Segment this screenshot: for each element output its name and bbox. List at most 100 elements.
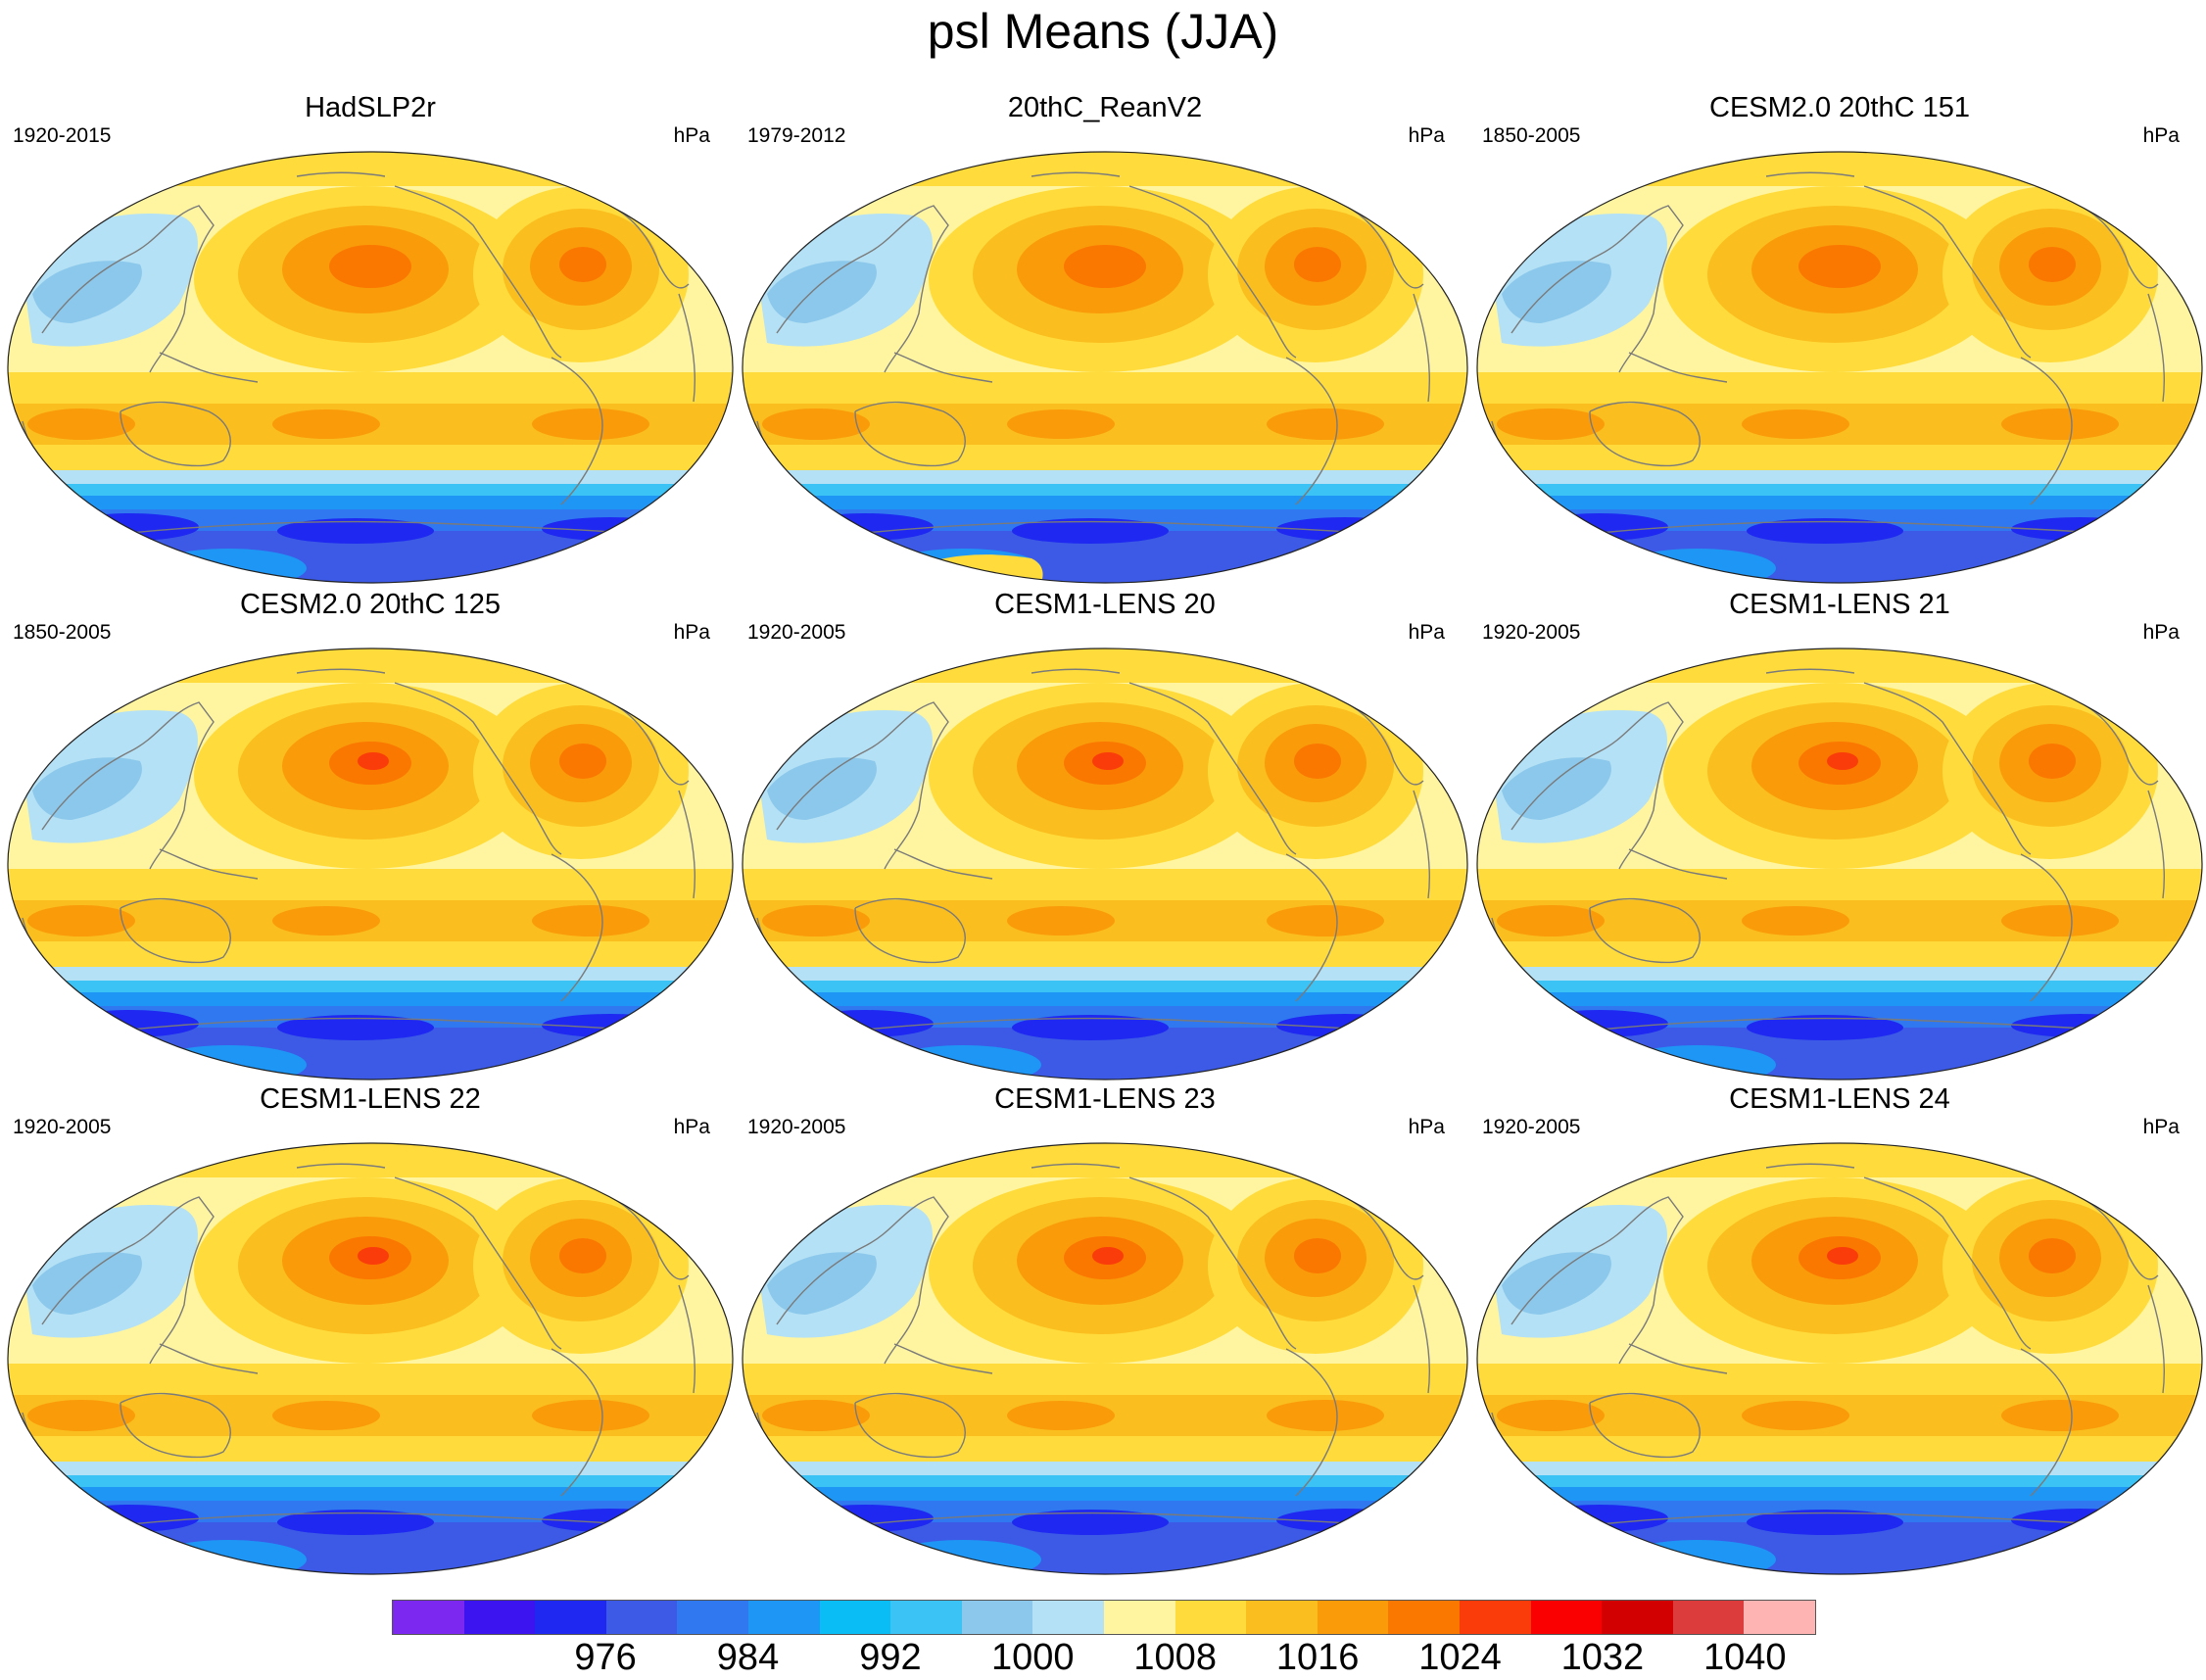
panel-title: CESM1-LENS 22 bbox=[260, 1083, 481, 1115]
coastline bbox=[1628, 848, 1728, 880]
map-field bbox=[8, 648, 733, 1080]
coastline bbox=[1863, 1176, 2032, 1350]
figure-title: psl Means (JJA) bbox=[927, 4, 1279, 59]
panel-years: 1920-2005 bbox=[747, 621, 846, 644]
map-panel: 20thC_ReanV2 1979-2012 hPa bbox=[738, 91, 1472, 600]
coastline bbox=[296, 668, 386, 674]
coastline bbox=[678, 1284, 696, 1394]
panel-title: CESM1-LENS 24 bbox=[1729, 1083, 1950, 1115]
asian-low-core bbox=[1502, 261, 1611, 323]
panel-units: hPa bbox=[1408, 1116, 1445, 1138]
coastline bbox=[159, 848, 259, 880]
panel-years: 1979-2012 bbox=[747, 124, 846, 147]
southern-high bbox=[2001, 905, 2119, 936]
asian-low-core bbox=[32, 757, 142, 820]
map-outline bbox=[7, 1142, 734, 1575]
coastline bbox=[1128, 1176, 1297, 1350]
southern-low bbox=[796, 513, 934, 541]
coastline bbox=[2147, 1284, 2166, 1394]
panel-units: hPa bbox=[1408, 621, 1445, 644]
ocean-band bbox=[8, 981, 733, 992]
colorbar-box bbox=[1672, 1601, 1745, 1634]
map-outline bbox=[1476, 151, 2203, 584]
southern-high bbox=[762, 1400, 870, 1431]
pacific-high-peak bbox=[1827, 1247, 1858, 1265]
coastline bbox=[1285, 853, 1338, 1002]
atlantic-high-center bbox=[1294, 1238, 1341, 1273]
panel-years: 1920-2005 bbox=[747, 1116, 846, 1138]
coastline bbox=[2020, 357, 2073, 505]
north-band bbox=[1477, 648, 2202, 683]
map-panel: CESM1-LENS 23 1920-2005 hPa bbox=[738, 1082, 1472, 1592]
ocean-band bbox=[743, 1487, 1467, 1501]
map-outline bbox=[742, 648, 1468, 1080]
panel-title: HadSLP2r bbox=[305, 92, 436, 123]
southern-high bbox=[1007, 906, 1115, 936]
coastline bbox=[2020, 853, 2073, 1002]
coastline bbox=[854, 401, 966, 467]
colorbar-box bbox=[1459, 1601, 1531, 1634]
southern-low bbox=[796, 1010, 934, 1037]
atlantic-high-center bbox=[559, 1238, 606, 1273]
map-outline bbox=[742, 1142, 1468, 1575]
panel-title: CESM2.0 20thC 151 bbox=[1709, 92, 1970, 123]
colorbar-tick-label: 992 bbox=[859, 1637, 922, 1678]
colorbar-box bbox=[535, 1601, 606, 1634]
antarctic-patch bbox=[150, 1540, 307, 1574]
map-plot bbox=[1476, 1142, 2203, 1575]
colorbar-tick-label: 1032 bbox=[1560, 1637, 1645, 1678]
colorbar bbox=[392, 1600, 1816, 1635]
southern-high bbox=[27, 408, 135, 440]
ocean-band bbox=[743, 470, 1467, 484]
colorbar-box bbox=[605, 1601, 678, 1634]
southern-low bbox=[62, 1505, 199, 1532]
coastline bbox=[120, 897, 231, 964]
map-panel: CESM1-LENS 20 1920-2005 hPa bbox=[738, 588, 1472, 1097]
southern-low bbox=[1747, 518, 1903, 544]
map-plot bbox=[7, 151, 734, 584]
ocean-band bbox=[8, 1462, 733, 1475]
coastline bbox=[1589, 897, 1701, 964]
ocean-band bbox=[743, 967, 1467, 981]
map-field bbox=[1477, 648, 2202, 1080]
asian-low-core bbox=[32, 1252, 142, 1315]
map-field bbox=[8, 1143, 733, 1574]
map-field bbox=[743, 648, 1467, 1080]
southern-high bbox=[1267, 905, 1384, 936]
coastline bbox=[296, 1163, 386, 1169]
coastline bbox=[1589, 401, 1701, 467]
coastline bbox=[159, 352, 259, 383]
antarctic-patch bbox=[1619, 1540, 1776, 1574]
ocean-band bbox=[743, 981, 1467, 992]
map-field bbox=[8, 152, 733, 583]
coastline bbox=[159, 1343, 259, 1374]
colorbar-box bbox=[747, 1601, 820, 1634]
southern-high bbox=[1267, 408, 1384, 440]
southern-high bbox=[2001, 408, 2119, 440]
ocean-band bbox=[8, 1487, 733, 1501]
atlantic-high-center bbox=[559, 744, 606, 779]
atlantic-high-center bbox=[1294, 247, 1341, 282]
southern-low bbox=[1012, 518, 1169, 544]
southern-high bbox=[272, 1401, 380, 1430]
colorbar-box bbox=[961, 1601, 1033, 1634]
southern-low bbox=[277, 518, 434, 544]
atlantic-high-center bbox=[2029, 247, 2076, 282]
colorbar-tick-label: 1016 bbox=[1275, 1637, 1360, 1678]
colorbar-tick-label: 976 bbox=[574, 1637, 637, 1678]
map-outline bbox=[1476, 1142, 2203, 1575]
southern-high bbox=[1742, 906, 1849, 936]
coastline bbox=[2079, 1196, 2159, 1280]
southern-low bbox=[277, 1510, 434, 1535]
coastline bbox=[1628, 1343, 1728, 1374]
southern-high bbox=[532, 905, 649, 936]
atlantic-high-center bbox=[2029, 1238, 2076, 1273]
ocean-band bbox=[1477, 981, 2202, 992]
antarctic-high bbox=[894, 554, 1043, 583]
map-field bbox=[743, 152, 1467, 583]
map-panel: CESM2.0 20thC 125 1850-2005 hPa bbox=[3, 588, 738, 1097]
map-field bbox=[1477, 152, 2202, 583]
southern-low bbox=[1012, 1510, 1169, 1535]
ocean-band bbox=[8, 992, 733, 1006]
panel-units: hPa bbox=[2142, 1116, 2180, 1138]
